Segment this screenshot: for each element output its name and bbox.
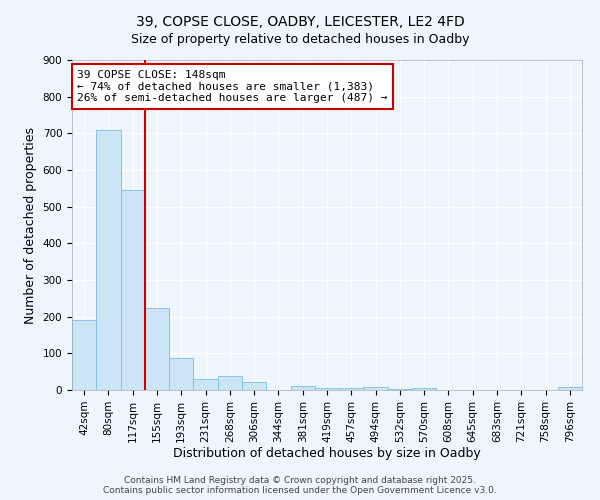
Bar	[96, 130, 121, 390]
Bar	[72, 320, 96, 390]
Bar	[339, 388, 364, 390]
Bar	[315, 388, 339, 390]
Bar	[145, 308, 169, 390]
Y-axis label: Number of detached properties: Number of detached properties	[24, 126, 37, 324]
Bar	[169, 358, 193, 390]
Bar	[218, 376, 242, 390]
Bar	[558, 387, 582, 390]
X-axis label: Distribution of detached houses by size in Oadby: Distribution of detached houses by size …	[173, 448, 481, 460]
Text: Contains HM Land Registry data © Crown copyright and database right 2025.
Contai: Contains HM Land Registry data © Crown c…	[103, 476, 497, 495]
Bar	[290, 386, 315, 390]
Bar	[121, 190, 145, 390]
Bar	[193, 379, 218, 390]
Bar	[242, 382, 266, 390]
Text: Size of property relative to detached houses in Oadby: Size of property relative to detached ho…	[131, 32, 469, 46]
Bar	[412, 388, 436, 390]
Text: 39, COPSE CLOSE, OADBY, LEICESTER, LE2 4FD: 39, COPSE CLOSE, OADBY, LEICESTER, LE2 4…	[136, 15, 464, 29]
Bar	[388, 389, 412, 390]
Text: 39 COPSE CLOSE: 148sqm
← 74% of detached houses are smaller (1,383)
26% of semi-: 39 COPSE CLOSE: 148sqm ← 74% of detached…	[77, 70, 388, 103]
Bar	[364, 388, 388, 390]
